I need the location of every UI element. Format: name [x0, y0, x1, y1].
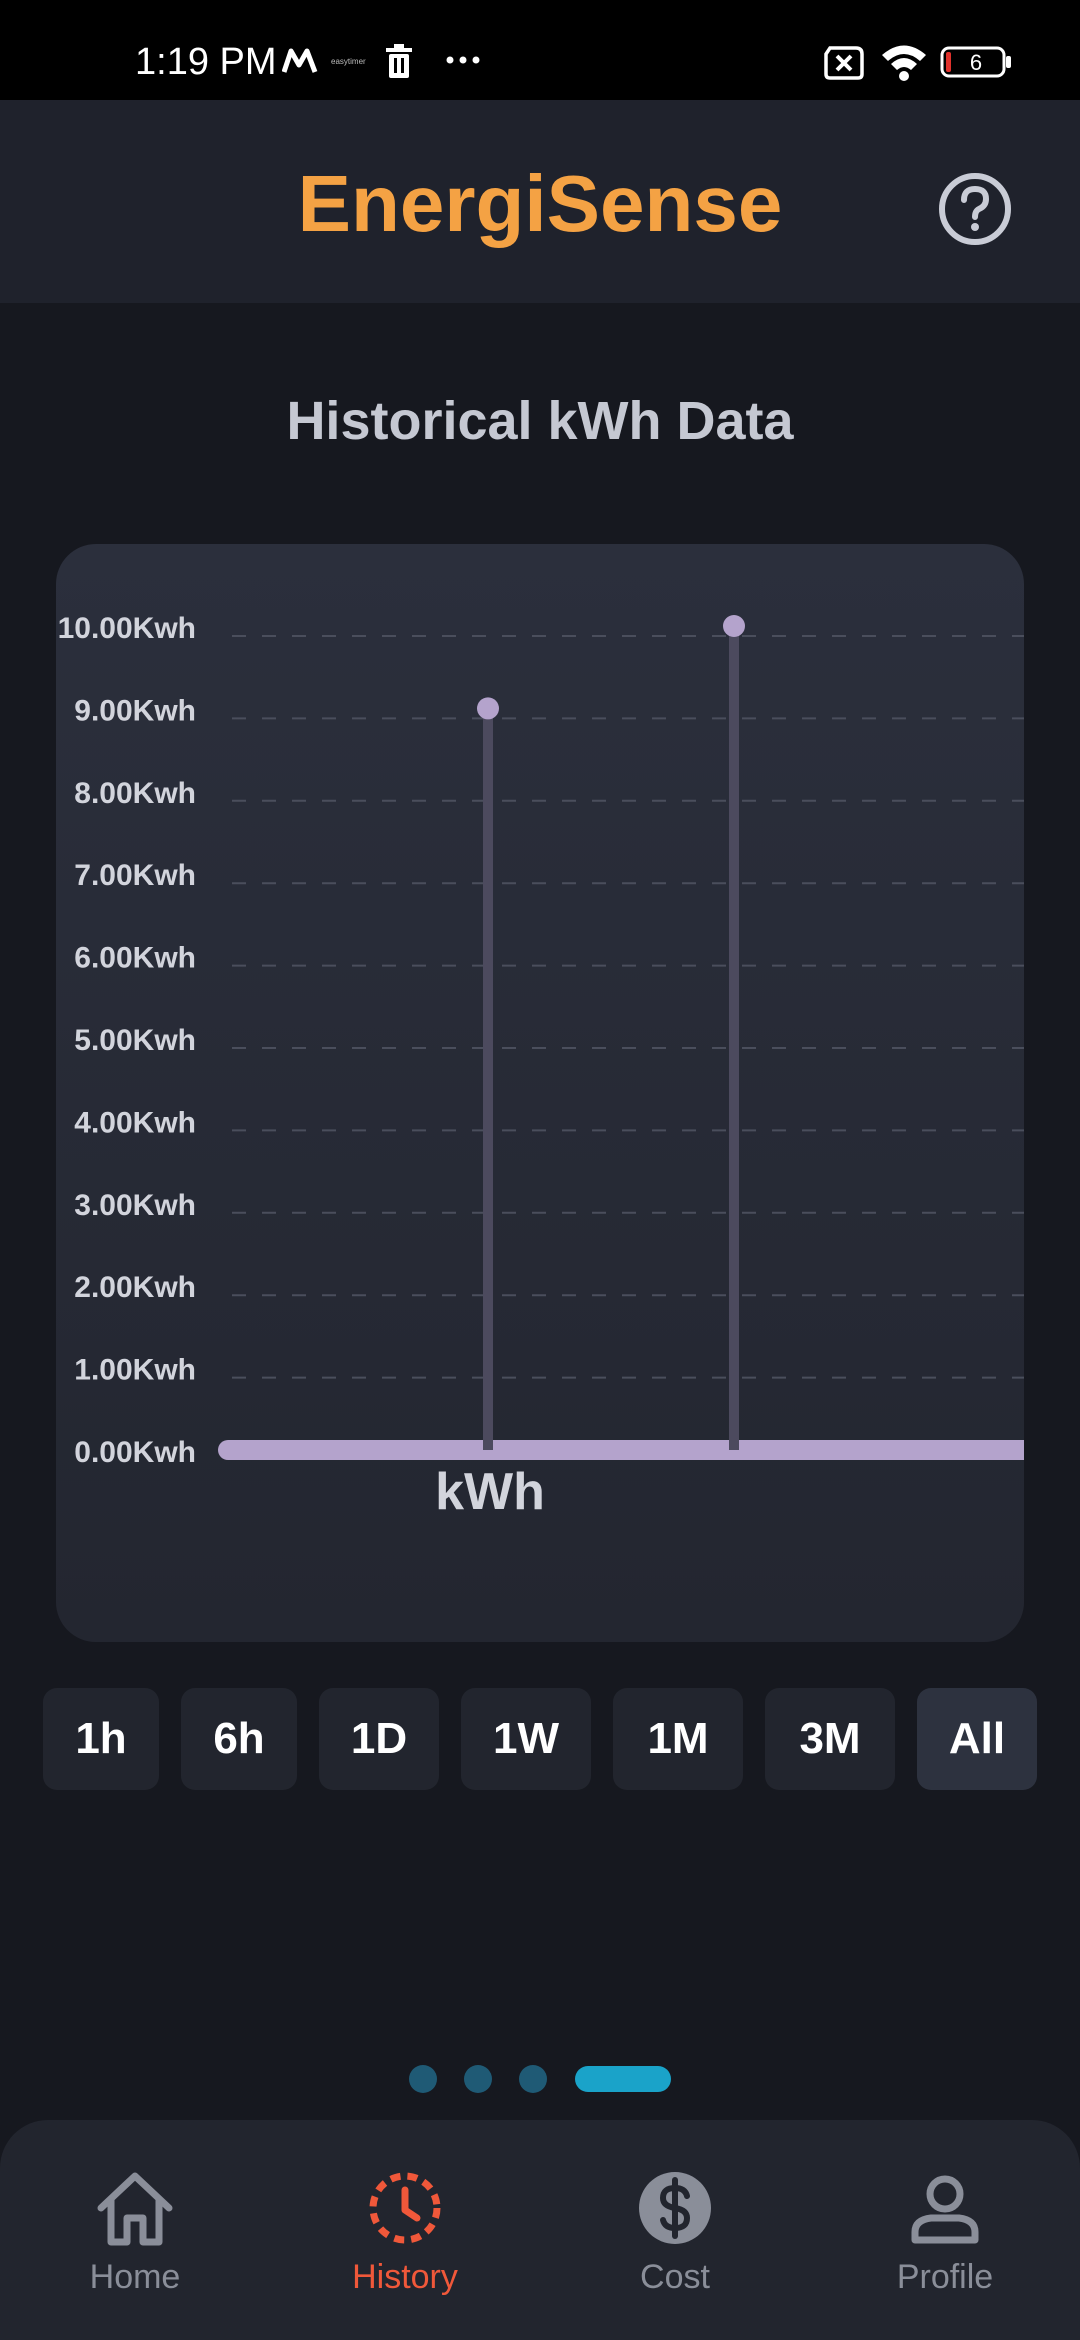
battery-icon — [940, 46, 1011, 78]
section-title: Historical kWh Data — [286, 391, 794, 451]
profile-icon — [911, 2175, 979, 2244]
trash-icon — [386, 44, 412, 78]
y-tick-label: 4.00Kwh — [74, 1106, 196, 1139]
home-icon — [97, 2172, 173, 2246]
more-icon — [446, 56, 480, 64]
range-1w-button[interactable]: 1W — [461, 1688, 591, 1790]
app-title: EnergiSense — [297, 159, 783, 248]
data-point[interactable] — [477, 697, 499, 720]
app-m-icon — [282, 48, 318, 73]
range-1m-button[interactable]: 1M — [613, 1688, 743, 1790]
chart-card: 0.00Kwh 1.00Kwh 2.00Kwh 3.00Kwh 4.00Kwh 5.00K… — [56, 544, 1024, 1642]
nav-item-cost[interactable]: Cost — [575, 2120, 775, 2340]
pager-dot[interactable] — [464, 2065, 492, 2093]
y-tick-label: 9.00Kwh — [74, 694, 196, 727]
y-tick-label: 0.00Kwh — [74, 1436, 196, 1469]
data-point[interactable] — [723, 615, 745, 637]
nav-label-history: History — [352, 2258, 458, 2296]
pager-dot[interactable] — [409, 2065, 437, 2093]
y-tick-label: 7.00Kwh — [74, 859, 196, 892]
x-axis-label: kWh — [435, 1463, 545, 1521]
range-6h-button[interactable]: 6h — [181, 1688, 297, 1790]
y-tick-label: 6.00Kwh — [74, 942, 196, 975]
nav-item-home[interactable]: Home — [35, 2120, 235, 2340]
pager-dot-active[interactable] — [575, 2066, 671, 2092]
nav-item-history[interactable]: History — [305, 2120, 505, 2340]
range-3m-button[interactable]: 3M — [765, 1688, 895, 1790]
range-selector: 1h 6h 1D 1W 1M 3M All — [0, 1688, 1080, 1792]
wifi-icon — [882, 45, 926, 81]
status-app-text: easytimer — [331, 57, 366, 66]
history-chart: 0.00Kwh 1.00Kwh 2.00Kwh 3.00Kwh 4.00Kwh 5.00K… — [58, 612, 1024, 1469]
y-tick-label: 8.00Kwh — [74, 777, 196, 810]
pager-dot[interactable] — [519, 2065, 547, 2093]
y-tick-label: 3.00Kwh — [74, 1189, 196, 1222]
range-1d-button[interactable]: 1D — [319, 1688, 439, 1790]
y-tick-label: 5.00Kwh — [74, 1024, 196, 1057]
help-icon[interactable] — [938, 172, 1012, 246]
dollar-icon — [639, 2172, 711, 2244]
nav-label-profile: Profile — [896, 2258, 994, 2296]
app-header: EnergiSense — [0, 100, 1080, 303]
y-tick-label: 1.00Kwh — [74, 1354, 196, 1387]
nav-label-home: Home — [89, 2258, 181, 2296]
status-time: 1:19 PM — [135, 41, 277, 83]
status-bar: 1:19 PM easytimer 6 — [0, 0, 1080, 100]
nav-label-cost: Cost — [640, 2258, 710, 2296]
battery-level: 6 — [969, 50, 983, 75]
no-sim-icon — [824, 46, 864, 80]
nav-item-profile[interactable]: Profile — [845, 2120, 1045, 2340]
y-tick-label: 2.00Kwh — [74, 1271, 196, 1304]
range-all-button[interactable]: All — [917, 1688, 1037, 1790]
bottom-navigation: Home History Cost Profile — [0, 2120, 1080, 2340]
y-tick-label: 10.00Kwh — [58, 612, 196, 645]
range-1h-button[interactable]: 1h — [43, 1688, 159, 1790]
history-icon — [369, 2172, 441, 2244]
